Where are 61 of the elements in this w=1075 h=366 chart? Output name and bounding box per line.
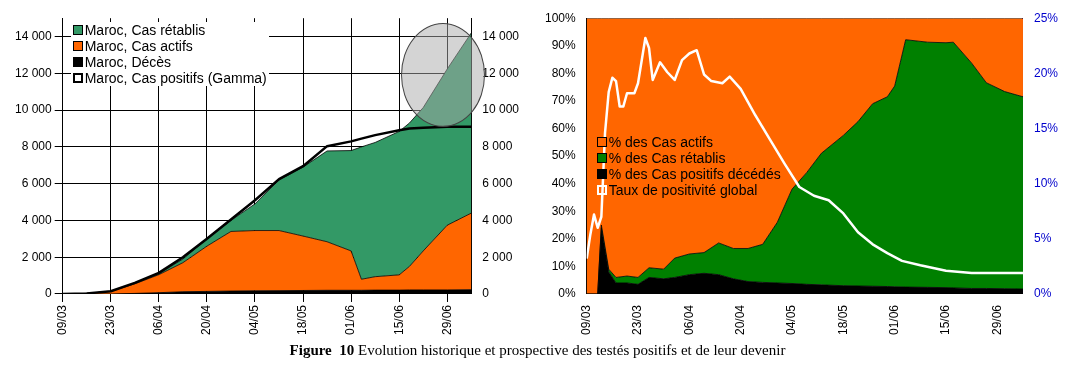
legend-label: Maroc, Cas actifs [84, 38, 193, 55]
x-tick-label: 15/06 [391, 304, 406, 335]
x-tick-label: 23/03 [103, 304, 118, 335]
y2-tick-label: 25% [1033, 10, 1059, 25]
x-tick-label: 15/06 [938, 304, 953, 335]
legend-label: % des Cas positifs décédés [608, 166, 781, 183]
x-tick-label: 04/05 [784, 304, 799, 335]
x-tick-label: 06/04 [151, 304, 166, 335]
legend-label: Maroc, Cas rétablis [84, 22, 206, 39]
x-tick-label: 18/05 [835, 304, 850, 335]
y-tick-label: 70% [551, 93, 577, 108]
y-tick-label: 90% [551, 38, 577, 53]
y-tick-label: 20% [551, 231, 577, 246]
legend-label: Maroc, Cas positifs (Gamma) [84, 70, 267, 87]
y-tick-label: 100% [544, 10, 577, 25]
x-tick-label: 29/06 [439, 304, 454, 335]
y-tick-label: 0% [558, 286, 577, 301]
y2-tick-label: 10% [1033, 175, 1059, 190]
y-tick-label: 10% [551, 258, 577, 273]
y2-tick-label: 10 000 [482, 102, 520, 117]
y2-tick-label: 12 000 [482, 65, 520, 80]
y2-tick-label: 6 000 [482, 175, 513, 190]
x-tick-label: 01/06 [886, 304, 901, 335]
x-tick-label: 20/04 [199, 304, 214, 335]
x-tick-label: 20/04 [732, 304, 747, 335]
x-tick-label: 18/05 [295, 304, 310, 335]
y2-tick-label: 20% [1033, 65, 1059, 80]
y2-tick-label: 0% [1033, 286, 1052, 301]
y2-tick-label: 4 000 [482, 212, 513, 227]
x-tick-label: 29/06 [989, 304, 1004, 335]
y-tick-label: 80% [551, 65, 577, 80]
y-tick-label: 60% [551, 120, 577, 135]
y2-tick-label: 5% [1033, 231, 1052, 246]
y-tick-label: 40% [551, 175, 577, 190]
y-tick-label: 50% [551, 148, 577, 163]
y2-tick-label: 14 000 [482, 28, 520, 43]
y2-tick-label: 15% [1033, 120, 1059, 135]
y-tick-label: 12 000 [15, 65, 53, 80]
series-label: % des Cas actifs [608, 134, 713, 151]
y-tick-label: 8 000 [21, 139, 53, 154]
x-tick-label: 04/05 [247, 304, 262, 335]
y-tick-label: 14 000 [15, 28, 53, 43]
y-tick-label: 4 000 [21, 212, 53, 227]
x-tick-label: 09/03 [55, 304, 70, 335]
x-tick-label: 01/06 [343, 304, 358, 335]
legend-label: Taux de positivité global [608, 182, 758, 199]
legend-label: % des Cas rétablis [608, 150, 726, 167]
y-tick-label: 10 000 [15, 102, 53, 117]
y2-tick-label: 8 000 [482, 139, 513, 154]
y2-tick-label: 2 000 [482, 249, 513, 264]
y2-tick-label: 0 [482, 286, 490, 301]
y-tick-label: 6 000 [21, 175, 53, 190]
legend-label: Maroc, Décès [84, 54, 172, 71]
y-tick-label: 30% [551, 203, 577, 218]
x-tick-label: 23/03 [630, 304, 645, 335]
y-tick-label: 2 000 [21, 249, 53, 264]
x-tick-label: 06/04 [681, 304, 696, 335]
x-tick-label: 09/03 [579, 304, 593, 335]
text: Evolution historique et prospective des testés positifs et de leur devenir [357, 342, 786, 358]
caption: Figure 10 [289, 342, 355, 358]
y-tick-label: 0 [45, 286, 53, 301]
